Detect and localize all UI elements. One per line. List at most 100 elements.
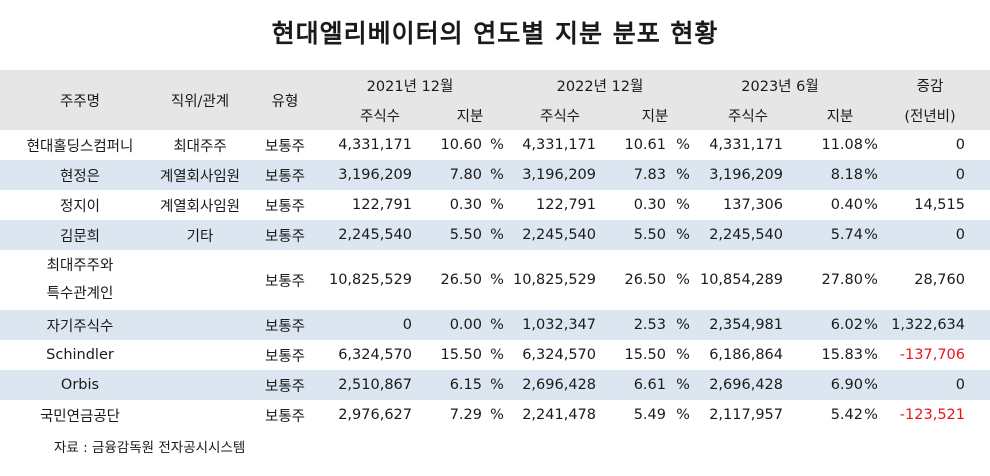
header-relation: 직위/관계	[170, 93, 230, 110]
cell-stake-2021: 7.80	[449, 167, 482, 183]
cell-unit-2023: %	[864, 227, 878, 243]
cell-shares-2022: 4,331,171	[522, 137, 596, 153]
header-stake-2021: 지분	[456, 108, 484, 125]
cell-change: 0	[955, 167, 965, 183]
cell-unit-2022: %	[676, 347, 690, 363]
cell-stake-2022: 6.61	[633, 377, 666, 393]
cell-type: 보통주	[264, 408, 306, 425]
cell-stake-2021: 0.00	[449, 317, 482, 333]
cell-type: 보통주	[264, 168, 306, 185]
cell-shares-2023: 2,696,428	[709, 377, 783, 393]
cell-stake-2023: 6.90	[830, 377, 863, 393]
cell-change: 0	[955, 137, 965, 153]
cell-shares-2022: 2,241,478	[522, 407, 596, 423]
cell-change: -123,521	[899, 407, 965, 423]
cell-shares-2021: 6,324,570	[338, 347, 412, 363]
cell-stake-2022: 2.53	[633, 317, 666, 333]
cell-type: 보통주	[264, 318, 306, 335]
cell-relation	[140, 370, 260, 400]
cell-name: 김문희	[59, 228, 101, 245]
cell-shares-2023: 2,117,957	[709, 407, 783, 423]
cell-change: -137,706	[899, 347, 965, 363]
cell-stake-2022: 0.30	[633, 197, 666, 213]
table-row: 최대주주와 특수관계인 보통주 10,825,529 26.50% 10,825,529 2…	[0, 250, 990, 310]
table-row: 국민연금공단 보통주 2,976,627 7.29% 2,241,478 5.49% 2,1…	[0, 400, 990, 430]
table-row: 자기주식수 보통주 0 0.00% 1,032,347 2.53% 2,354,981 6.0…	[0, 310, 990, 340]
cell-stake-2022: 15.50	[624, 347, 666, 363]
cell-unit-2021: %	[490, 227, 504, 243]
cell-stake-2021: 0.30	[449, 197, 482, 213]
cell-relation: 기타	[186, 228, 214, 245]
header-period-2022: 2022년 12월	[556, 78, 644, 95]
cell-unit-2021: %	[490, 272, 504, 288]
cell-stake-2023: 5.42	[830, 407, 863, 423]
cell-unit-2023: %	[864, 377, 878, 393]
cell-shares-2023: 2,245,540	[709, 227, 783, 243]
cell-stake-2023: 15.83	[821, 347, 863, 363]
cell-shares-2022: 10,825,529	[512, 272, 596, 288]
cell-shares-2023: 2,354,981	[709, 317, 783, 333]
cell-stake-2022: 10.61	[624, 137, 666, 153]
cell-stake-2021: 10.60	[440, 137, 482, 153]
page-title: 현대엘리베이터의 연도별 지분 분포 현황	[271, 19, 719, 48]
cell-unit-2023: %	[864, 197, 878, 213]
cell-unit-2022: %	[676, 197, 690, 213]
cell-shares-2023: 6,186,864	[709, 347, 783, 363]
cell-unit-2021: %	[490, 317, 504, 333]
cell-name: Orbis	[60, 377, 100, 393]
cell-stake-2022: 7.83	[633, 167, 666, 183]
cell-stake-2023: 6.02	[830, 317, 863, 333]
cell-name: Schindler	[46, 347, 114, 363]
cell-name: 국민연금공단	[39, 408, 121, 425]
header-period-2023: 2023년 6월	[741, 78, 819, 95]
table-row: 정지이 계열회사임원 보통주 122,791 0.30% 122,791 0.30% 137,…	[0, 190, 990, 220]
cell-type: 보통주	[264, 198, 306, 215]
cell-stake-2022: 5.49	[633, 407, 666, 423]
cell-unit-2022: %	[676, 272, 690, 288]
header-name: 주주명	[59, 93, 101, 110]
cell-name-line2: 특수관계인	[46, 286, 114, 302]
cell-relation	[140, 310, 260, 340]
cell-name: 자기주식수	[46, 318, 114, 335]
cell-stake-2021: 5.50	[449, 227, 482, 243]
cell-relation: 계열회사임원	[159, 198, 241, 215]
cell-unit-2022: %	[676, 317, 690, 333]
cell-unit-2023: %	[864, 272, 878, 288]
cell-name: 최대주주와 특수관계인	[0, 250, 160, 310]
cell-change: 0	[955, 227, 965, 243]
cell-unit-2023: %	[864, 347, 878, 363]
cell-stake-2021: 7.29	[449, 407, 482, 423]
header-shares-2022: 주식수	[539, 108, 581, 125]
cell-unit-2022: %	[676, 407, 690, 423]
table-row: 현정은 계열회사임원 보통주 3,196,209 7.80% 3,196,209 7.83%…	[0, 160, 990, 190]
cell-unit-2021: %	[490, 407, 504, 423]
header-shares-2021: 주식수	[359, 108, 401, 125]
cell-shares-2022: 2,696,428	[522, 377, 596, 393]
cell-shares-2021: 4,331,171	[338, 137, 412, 153]
cell-type: 보통주	[264, 228, 306, 245]
cell-unit-2023: %	[864, 137, 878, 153]
cell-name: 현대홀딩스컴퍼니	[26, 138, 134, 155]
cell-stake-2023: 5.74	[830, 227, 863, 243]
header-stake-2022: 지분	[641, 108, 669, 125]
cell-shares-2023: 137,306	[723, 197, 783, 213]
table-row: 김문희 기타 보통주 2,245,540 5.50% 2,245,540 5.50% 2,24…	[0, 220, 990, 250]
cell-relation	[140, 250, 260, 310]
table-row: Schindler 보통주 6,324,570 15.50% 6,324,570 15.5…	[0, 340, 990, 370]
cell-unit-2022: %	[676, 377, 690, 393]
cell-stake-2023: 0.40	[830, 197, 863, 213]
cell-stake-2023: 8.18	[830, 167, 863, 183]
cell-shares-2021: 122,791	[352, 197, 412, 213]
cell-shares-2023: 10,854,289	[699, 272, 783, 288]
cell-unit-2022: %	[676, 137, 690, 153]
cell-stake-2021: 6.15	[449, 377, 482, 393]
header-type: 유형	[271, 93, 299, 110]
cell-relation: 최대주주	[173, 138, 227, 155]
header-shares-2023: 주식수	[727, 108, 769, 125]
cell-type: 보통주	[264, 273, 306, 290]
cell-unit-2021: %	[490, 347, 504, 363]
header-stake-2023: 지분	[826, 108, 854, 125]
cell-unit-2021: %	[490, 137, 504, 153]
cell-shares-2021: 10,825,529	[328, 272, 412, 288]
header-period-2021: 2021년 12월	[366, 78, 454, 95]
